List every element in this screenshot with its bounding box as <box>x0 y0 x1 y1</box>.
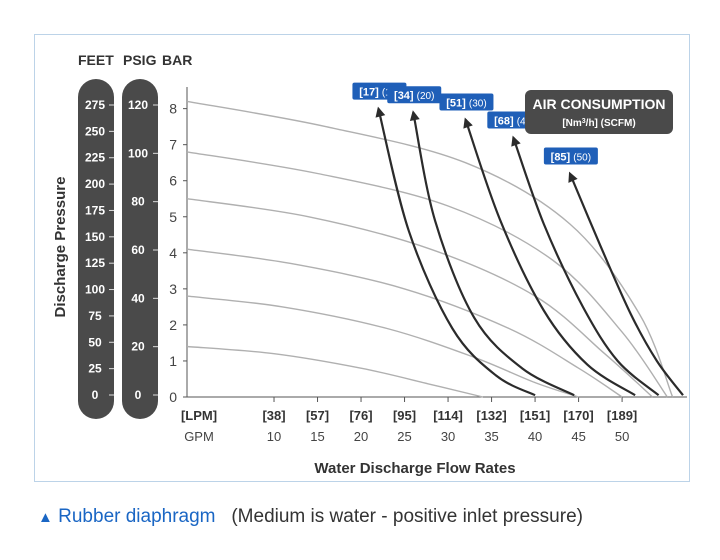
x-lpm-tick-label: [114] <box>433 408 463 423</box>
feet-scale-label: 150 <box>85 230 105 244</box>
bar-unit-label: BAR <box>162 52 192 68</box>
x-gpm-tick-label: 40 <box>528 429 542 444</box>
x-axis-title: Water Discharge Flow Rates <box>314 460 515 477</box>
air-consumption-curve <box>186 295 579 398</box>
feet-scale-label: 275 <box>85 98 105 112</box>
x-lpm-tick-label: [151] <box>520 408 550 423</box>
psig-scale-label: 120 <box>128 98 148 112</box>
flow-curve-arrow <box>463 117 473 129</box>
performance-chart: FEET PSIG BAR Discharge Pressure 2752502… <box>52 52 687 477</box>
air-consumption-curve <box>186 248 623 398</box>
air-consumption-curve <box>186 100 674 398</box>
caption-note: (Medium is water - positive inlet pressu… <box>231 506 583 527</box>
x-axis-ticks: [38] 10 [57] 15 [76] 20 [95] 25 [114] 30 [132] 35 [1… <box>262 397 637 444</box>
bar-tick-label: 2 <box>169 317 177 333</box>
bar-axis-ticks: 0 1 2 3 4 5 6 7 8 <box>169 101 187 405</box>
air-consumption-unit: [Nm3/h] (SCFM) <box>562 118 635 130</box>
flow-curve <box>412 111 575 397</box>
psig-scale-label: 40 <box>131 291 145 305</box>
x-lpm-tick-label: [95] <box>393 408 416 423</box>
bar-tick-label: 7 <box>169 137 177 153</box>
feet-scale-label: 250 <box>85 124 105 138</box>
x-lpm-tick-label: [189] <box>607 408 637 423</box>
flow-curve-label: [34] (20) <box>394 90 434 102</box>
x-gpm-tick-label: 20 <box>354 429 368 444</box>
air-consumption-curve <box>186 151 668 398</box>
psig-scale-label: 20 <box>131 340 145 354</box>
feet-scale-label: 100 <box>85 283 105 297</box>
x-lpm-tick-label: [57] <box>306 408 329 423</box>
flow-curve-arrow <box>511 135 521 147</box>
x-gpm-tick-label: 45 <box>571 429 585 444</box>
flow-curve-label-box <box>439 93 494 111</box>
y-axis-title: Discharge Pressure <box>52 177 69 318</box>
chart-caption: ▲ Rubber diaphragm (Medium is water - po… <box>38 506 583 528</box>
flow-curve-label-box <box>387 86 442 104</box>
flow-curve <box>464 119 636 397</box>
x-gpm-tick-label: 15 <box>310 429 324 444</box>
x-lpm-label: [LPM] <box>181 408 217 423</box>
flow-curve-label: [85] (50) <box>551 152 591 164</box>
psig-scale-ticks: 120 100 80 60 40 20 0 <box>128 98 158 402</box>
flow-curve-arrow <box>568 171 578 183</box>
flow-curve <box>377 108 536 397</box>
bar-tick-label: 6 <box>169 173 177 189</box>
feet-scale-label: 175 <box>85 203 105 217</box>
x-gpm-tick-label: 35 <box>484 429 498 444</box>
feet-scale-label: 225 <box>85 151 105 165</box>
bar-tick-label: 5 <box>169 209 177 225</box>
air-consumption-legend <box>525 90 673 134</box>
psig-scale-label: 100 <box>128 146 148 160</box>
air-consumption-curve <box>186 198 653 398</box>
flow-performance-curves: [17] (10)[34] (20)[51] (30)[68] (40)[85]… <box>352 82 684 397</box>
feet-scale-label: 200 <box>85 177 105 191</box>
flow-curve-arrow <box>409 110 420 122</box>
x-lpm-tick-label: [132] <box>476 408 506 423</box>
flow-curve-label-box <box>543 147 598 165</box>
psig-scale-label: 60 <box>131 243 145 257</box>
psig-unit-label: PSIG <box>123 52 157 68</box>
psig-scale-label: 80 <box>131 195 145 209</box>
air-consumption-curves <box>186 100 674 398</box>
feet-scale-pill <box>78 79 114 419</box>
feet-scale-label: 50 <box>88 335 102 349</box>
bar-tick-label: 4 <box>169 245 177 261</box>
bar-tick-label: 1 <box>169 353 177 369</box>
diaphragm-type: Rubber diaphragm <box>58 506 216 527</box>
air-consumption-title: AIR CONSUMPTION <box>533 96 666 112</box>
x-gpm-tick-label: 10 <box>267 429 281 444</box>
flow-curve-label: [51] (30) <box>446 97 486 109</box>
triangle-icon: ▲ <box>38 509 53 526</box>
x-lpm-tick-label: [76] <box>349 408 372 423</box>
x-gpm-tick-label: 30 <box>441 429 455 444</box>
psig-scale-label: 0 <box>135 388 142 402</box>
air-consumption-curve <box>186 345 484 398</box>
x-gpm-tick-label: 50 <box>615 429 629 444</box>
feet-scale-label: 25 <box>88 362 102 376</box>
flow-curve <box>568 173 684 396</box>
feet-unit-label: FEET <box>78 52 114 68</box>
feet-scale-label: 0 <box>92 388 99 402</box>
bar-tick-label: 0 <box>169 389 177 405</box>
x-gpm-label: GPM <box>184 429 214 444</box>
bar-tick-label: 8 <box>169 101 177 117</box>
x-gpm-tick-label: 25 <box>397 429 411 444</box>
x-lpm-tick-label: [170] <box>563 408 593 423</box>
feet-scale-label: 75 <box>88 309 102 323</box>
x-lpm-tick-label: [38] <box>262 408 285 423</box>
psig-scale-pill <box>122 79 158 419</box>
chart-frame: FEET PSIG BAR Discharge Pressure 275 250 2… <box>34 34 690 482</box>
bar-tick-label: 3 <box>169 281 177 297</box>
flow-curve <box>512 137 660 397</box>
feet-scale-label: 125 <box>85 256 105 270</box>
flow-curve-arrow <box>375 106 386 118</box>
